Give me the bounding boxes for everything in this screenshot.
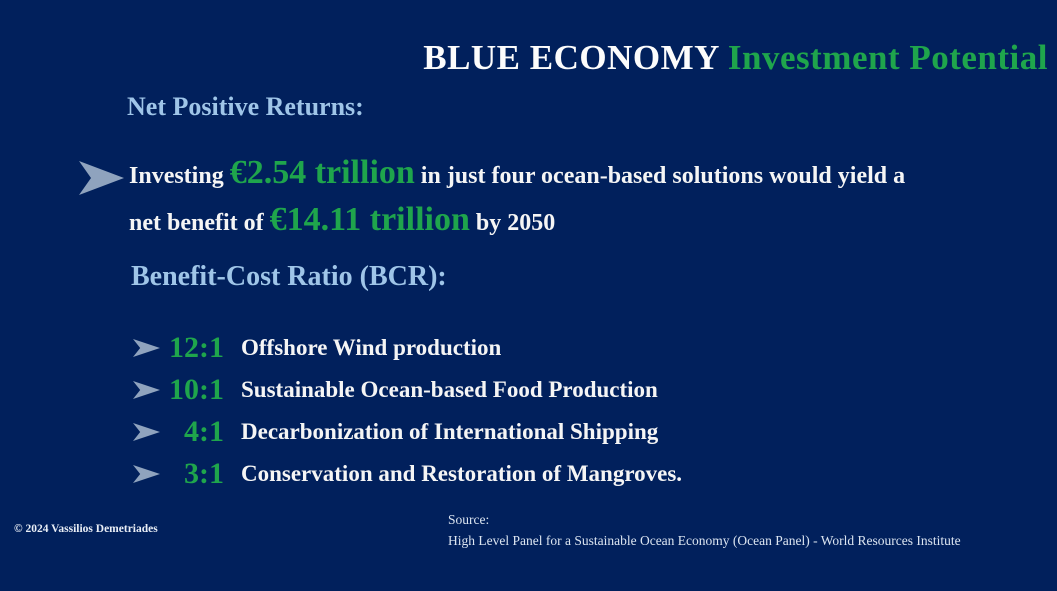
net-positive-returns-heading: Net Positive Returns: <box>127 92 364 121</box>
arrow-bullet-icon <box>133 381 160 399</box>
bcr-list-item: 3:1 Conservation and Restoration of Mang… <box>133 453 682 495</box>
investment-amount: €2.54 trillion <box>229 154 415 191</box>
bcr-ratio: 3:1 <box>184 457 224 490</box>
bcr-list-item: 4:1 Decarbonization of International Shi… <box>133 411 682 453</box>
copyright-text: © 2024 Vassilios Demetriades <box>14 523 158 535</box>
bcr-ratio: 12:1 <box>169 331 224 364</box>
arrow-bullet-icon <box>133 465 160 483</box>
statement-text: Investing <box>129 163 224 189</box>
bcr-ratio: 4:1 <box>184 415 224 448</box>
statement-text: by 2050 <box>475 210 556 236</box>
title-main: BLUE ECONOMY <box>423 38 719 77</box>
bcr-list: 12:1 Offshore Wind production 10:1 Susta… <box>133 327 682 495</box>
arrow-bullet-icon <box>79 161 124 195</box>
bcr-list-item: 10:1 Sustainable Ocean-based Food Produc… <box>133 369 682 411</box>
arrow-bullet-icon <box>133 339 160 357</box>
bcr-heading: Benefit-Cost Ratio (BCR): <box>131 261 447 292</box>
bcr-label: Sustainable Ocean-based Food Production <box>241 377 658 402</box>
bcr-list-item: 12:1 Offshore Wind production <box>133 327 682 369</box>
statement-text: net benefit of <box>129 210 264 236</box>
statement-text: in just four ocean-based solutions would… <box>420 163 906 189</box>
bcr-label: Decarbonization of International Shippin… <box>241 419 659 444</box>
bcr-label: Offshore Wind production <box>241 335 502 360</box>
arrow-bullet-icon <box>133 423 160 441</box>
bcr-ratio: 10:1 <box>169 373 224 406</box>
source-text: High Level Panel for a Sustainable Ocean… <box>448 533 961 548</box>
page-title: BLUE ECONOMY Investment Potential <box>423 38 1048 78</box>
bcr-label: Conservation and Restoration of Mangrove… <box>241 461 683 486</box>
title-accent: Investment Potential <box>727 38 1048 77</box>
source-label: Source: <box>448 512 490 527</box>
investment-statement: Investing €2.54 trillion in just four oc… <box>129 151 1049 245</box>
benefit-amount: €14.11 trillion <box>269 201 470 238</box>
source-block: Source: High Level Panel for a Sustainab… <box>448 509 961 551</box>
